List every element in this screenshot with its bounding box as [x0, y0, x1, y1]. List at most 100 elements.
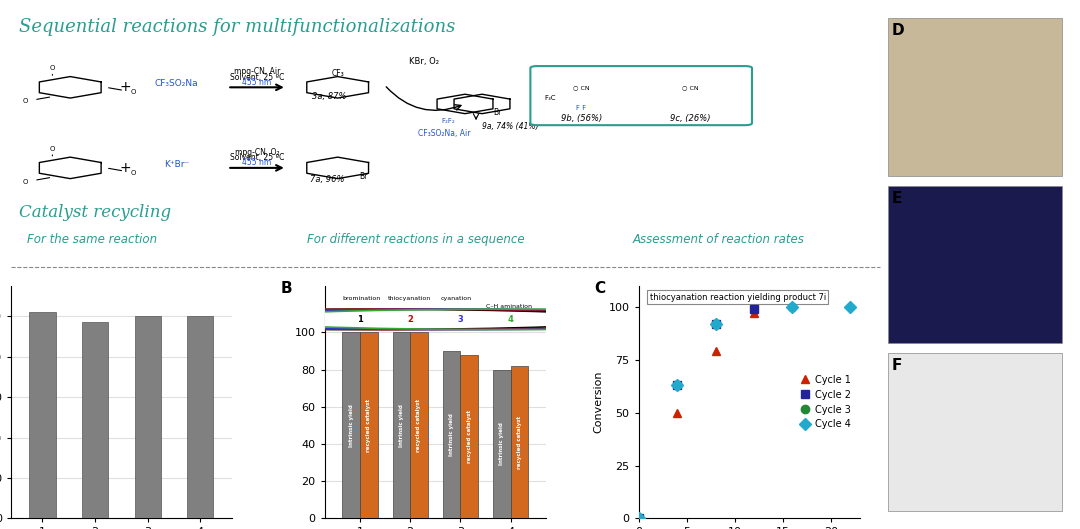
Text: recycled catalyst: recycled catalyst	[467, 410, 472, 463]
Text: F₂F₂: F₂F₂	[441, 117, 455, 124]
Text: recycled catalyst: recycled catalyst	[366, 399, 372, 452]
Text: F F: F F	[577, 105, 586, 111]
Text: 7a, 96%: 7a, 96%	[310, 175, 345, 184]
Text: ○ CN: ○ CN	[573, 85, 590, 90]
Text: KBr, O₂: KBr, O₂	[409, 57, 440, 66]
Cycle 1	[710, 348, 723, 354]
Cycle 3	[710, 321, 723, 327]
Text: 4: 4	[508, 315, 514, 324]
Bar	[82, 322, 108, 518]
Text: 1: 1	[357, 315, 363, 324]
Text: Intrinsic yield: Intrinsic yield	[349, 404, 353, 447]
Line: Cycle 3: Cycle 3	[635, 303, 797, 523]
Text: thiocyanation: thiocyanation	[388, 296, 431, 302]
Text: O: O	[50, 66, 55, 71]
Text: F₃C: F₃C	[544, 95, 555, 101]
Bar	[393, 332, 410, 518]
Cycle 3	[671, 382, 684, 388]
Cycle 1	[747, 310, 760, 316]
Circle shape	[234, 309, 787, 330]
Cycle 1	[632, 515, 645, 522]
Text: Solvent, 25 ºC: Solvent, 25 ºC	[230, 72, 284, 81]
Circle shape	[184, 309, 737, 330]
Text: O: O	[23, 98, 27, 104]
Bar	[187, 316, 214, 518]
Text: ○ CN: ○ CN	[681, 85, 699, 90]
Bar	[511, 366, 528, 518]
Text: cyanation: cyanation	[441, 296, 472, 302]
Text: 9a, 74% (41%): 9a, 74% (41%)	[482, 122, 539, 131]
Bar	[494, 370, 511, 518]
Text: Catalyst recycling: Catalyst recycling	[19, 204, 172, 221]
Text: mpg-CN, Air: mpg-CN, Air	[233, 68, 280, 77]
Text: +: +	[120, 161, 132, 175]
Text: 9b, (56%): 9b, (56%)	[561, 114, 602, 123]
Line: Cycle 2: Cycle 2	[635, 305, 758, 523]
Circle shape	[134, 309, 687, 330]
Text: 3a, 87%: 3a, 87%	[312, 92, 347, 101]
Cycle 2	[632, 515, 645, 522]
Text: For different reactions in a sequence: For different reactions in a sequence	[307, 233, 525, 246]
Cycle 4	[786, 304, 799, 310]
Text: Intrinsic yield: Intrinsic yield	[399, 404, 404, 447]
Text: recycled catalyst: recycled catalyst	[417, 399, 421, 452]
Text: C: C	[594, 281, 606, 296]
Line: Cycle 1: Cycle 1	[635, 309, 758, 523]
Text: 455 nm: 455 nm	[242, 78, 272, 87]
FancyBboxPatch shape	[888, 186, 1062, 343]
Text: Br: Br	[494, 108, 501, 117]
Cycle 1	[671, 409, 684, 416]
Text: +: +	[120, 80, 132, 94]
Text: CF₃SO₂Na: CF₃SO₂Na	[154, 79, 198, 88]
Text: O: O	[50, 146, 55, 152]
Text: Intrinsic yield: Intrinsic yield	[449, 413, 454, 456]
Text: mpg-CN, O₂: mpg-CN, O₂	[234, 148, 280, 157]
FancyBboxPatch shape	[888, 18, 1062, 176]
Text: Intrinsic yield: Intrinsic yield	[499, 423, 504, 466]
Y-axis label: Conversion: Conversion	[593, 371, 603, 433]
Text: O: O	[23, 179, 27, 185]
Text: D: D	[892, 23, 904, 38]
Cycle 4	[671, 382, 684, 388]
Bar	[460, 355, 478, 518]
Text: O: O	[131, 89, 136, 95]
Text: O: O	[131, 170, 136, 176]
Line: Cycle 4: Cycle 4	[635, 303, 854, 523]
Bar	[410, 332, 428, 518]
Circle shape	[83, 309, 636, 330]
Cycle 4	[632, 515, 645, 522]
Text: CF₃: CF₃	[332, 69, 345, 78]
Bar	[135, 316, 161, 518]
Bar	[342, 332, 360, 518]
Text: 2: 2	[407, 315, 414, 324]
Text: Sequential reactions for multifunctionalizations: Sequential reactions for multifunctional…	[19, 19, 456, 37]
FancyBboxPatch shape	[888, 353, 1062, 511]
Text: K⁺Br⁻: K⁺Br⁻	[164, 160, 189, 169]
Legend: Cycle 1, Cycle 2, Cycle 3, Cycle 4: Cycle 1, Cycle 2, Cycle 3, Cycle 4	[797, 371, 855, 433]
Text: C–H amination: C–H amination	[486, 304, 531, 309]
Text: 3: 3	[458, 315, 463, 324]
Bar	[443, 351, 460, 518]
Bar	[29, 312, 55, 518]
FancyBboxPatch shape	[530, 66, 752, 125]
Text: thiocyanation reaction yielding product 7i: thiocyanation reaction yielding product …	[650, 293, 826, 302]
Cycle 2	[671, 382, 684, 388]
Text: B: B	[281, 281, 293, 296]
Cycle 3	[632, 515, 645, 522]
Text: E: E	[892, 191, 902, 206]
Text: 9c, (26%): 9c, (26%)	[670, 114, 711, 123]
Text: recycled catalyst: recycled catalyst	[517, 416, 522, 469]
Text: Br: Br	[359, 172, 367, 181]
Text: F: F	[892, 359, 902, 373]
Cycle 3	[786, 304, 799, 310]
Cycle 2	[710, 321, 723, 327]
Text: For the same reaction: For the same reaction	[27, 233, 157, 246]
Text: CF₃SO₂Na, Air: CF₃SO₂Na, Air	[418, 129, 470, 138]
Text: 455 nm: 455 nm	[242, 158, 272, 167]
Cycle 2	[747, 306, 760, 312]
Cycle 4	[843, 304, 856, 310]
Bar	[360, 332, 378, 518]
Text: Solvent, 25 ºC: Solvent, 25 ºC	[230, 153, 284, 162]
Cycle 4	[710, 321, 723, 327]
Text: Assessment of reaction rates: Assessment of reaction rates	[632, 233, 805, 246]
